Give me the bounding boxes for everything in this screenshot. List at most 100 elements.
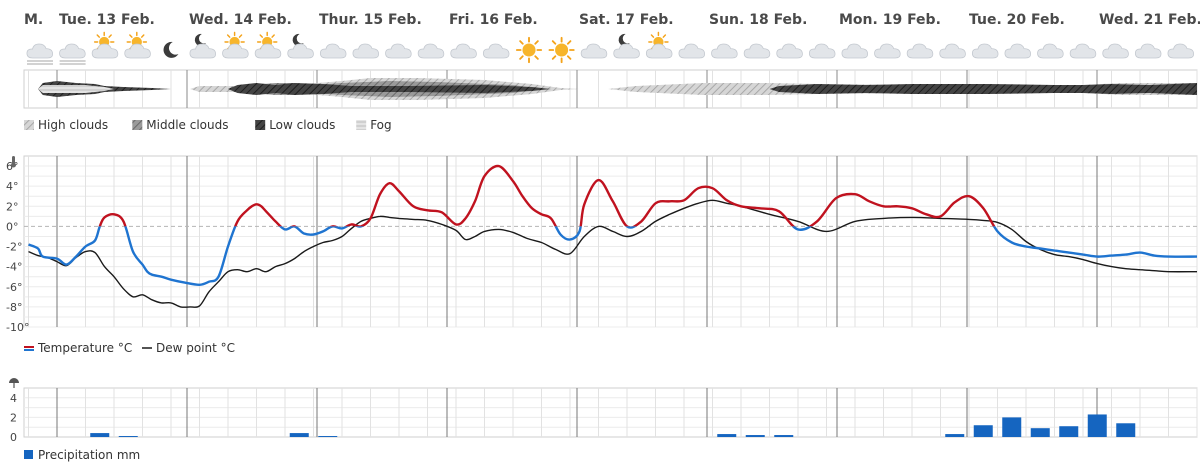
low-clouds-legend: Low clouds bbox=[255, 118, 335, 132]
moon-icon bbox=[163, 41, 179, 58]
precipitation-bar bbox=[90, 433, 110, 437]
precipitation-bar bbox=[118, 436, 138, 437]
partly-cloudy-day-icon bbox=[91, 31, 119, 59]
precipitation-bar bbox=[318, 436, 338, 437]
cloud-icon bbox=[939, 43, 966, 59]
temperature-legend: Temperature °C Dew point °C bbox=[24, 341, 235, 355]
umbrella-icon bbox=[9, 378, 19, 388]
sun-icon bbox=[515, 36, 543, 64]
cloud-cover-panel bbox=[23, 69, 1198, 109]
temperature-line-above-zero bbox=[98, 164, 996, 227]
dew-point-legend-item: Dew point °C bbox=[142, 341, 235, 355]
partly-cloudy-night-icon bbox=[287, 33, 314, 59]
cloud-icon bbox=[385, 43, 412, 59]
precipitation-bar bbox=[717, 434, 737, 437]
cloud-icon bbox=[482, 43, 510, 59]
cloud-icon bbox=[808, 43, 836, 59]
fog-band bbox=[38, 85, 114, 93]
day-label: Tue. 20 Feb. bbox=[969, 12, 1065, 28]
partly-cloudy-day-icon bbox=[645, 31, 673, 59]
y-tick-label: -6° bbox=[6, 281, 22, 294]
cloud-icon bbox=[1134, 43, 1162, 59]
cloud-icon bbox=[1167, 43, 1195, 59]
cloud-icon bbox=[678, 43, 706, 59]
low-clouds-band bbox=[228, 83, 551, 95]
precipitation-bar bbox=[774, 435, 794, 437]
cloud-icon bbox=[743, 43, 771, 59]
cloud-icon bbox=[1069, 43, 1097, 59]
partly-cloudy-day-icon bbox=[222, 31, 249, 59]
dew-point-line bbox=[28, 199, 1198, 308]
cloud-icon bbox=[352, 43, 380, 59]
svg-text:Low clouds: Low clouds bbox=[269, 118, 335, 132]
svg-text:Dew point °C: Dew point °C bbox=[156, 341, 235, 355]
y-tick-label: 2° bbox=[6, 200, 19, 213]
precipitation-panel: 4 2 0 bbox=[9, 378, 1198, 444]
cloud-icon bbox=[417, 43, 445, 59]
cloud-icon bbox=[580, 43, 608, 59]
cloud-icon bbox=[1102, 43, 1129, 59]
cloud-fog-icon bbox=[59, 43, 86, 65]
cloud-icon bbox=[1004, 43, 1032, 59]
day-label: Wed. 14 Feb. bbox=[189, 12, 292, 28]
day-label: Fri. 16 Feb. bbox=[449, 12, 538, 28]
temperature-line-below-zero bbox=[28, 226, 1198, 287]
y-tick-label: 0° bbox=[6, 220, 19, 233]
thermometer-icon bbox=[11, 156, 16, 168]
y-tick-label: -10° bbox=[6, 321, 29, 334]
temperature-legend-item: Temperature °C bbox=[24, 341, 132, 355]
temperature-panel-frame bbox=[23, 155, 1198, 328]
cloud-icon bbox=[711, 43, 738, 59]
cloud-icon bbox=[319, 43, 347, 59]
y-tick-label: -4° bbox=[6, 261, 22, 274]
svg-text:Temperature °C: Temperature °C bbox=[37, 341, 132, 355]
partly-cloudy-night-icon bbox=[613, 33, 640, 59]
cloud-icon bbox=[450, 43, 477, 59]
cloud-icon bbox=[906, 43, 934, 59]
partly-cloudy-night-icon bbox=[189, 33, 217, 59]
sun-icon bbox=[548, 36, 575, 64]
precipitation-legend-item: Precipitation mm bbox=[24, 448, 140, 462]
precipitation-bar bbox=[1030, 428, 1050, 437]
precipitation-bar bbox=[745, 435, 765, 437]
weather-icon-row: ************ bbox=[26, 31, 1195, 65]
precipitation-bar bbox=[289, 433, 309, 437]
cloud-fog-icon bbox=[26, 43, 54, 65]
day-label: Wed. 21 Feb. bbox=[1099, 12, 1200, 28]
day-label: Sun. 18 Feb. bbox=[709, 12, 807, 28]
fog-legend: Fog bbox=[356, 118, 392, 132]
day-header: M. Tue. 13 Feb. Wed. 14 Feb. Thur. 15 Feb. F… bbox=[24, 12, 1200, 28]
day-label: Tue. 13 Feb. bbox=[59, 12, 155, 28]
day-label: Mon. 19 Feb. bbox=[839, 12, 941, 28]
precipitation-bar bbox=[1002, 417, 1022, 437]
cloud-icon bbox=[1037, 43, 1064, 59]
cloud-icon bbox=[971, 43, 999, 59]
sun-cloud-icon bbox=[124, 31, 151, 59]
middle-clouds-legend: Middle clouds bbox=[132, 118, 229, 132]
y-tick-label: 2 bbox=[10, 411, 17, 424]
cloud-icon bbox=[874, 43, 901, 59]
low-clouds-band bbox=[769, 83, 1197, 95]
precipitation-bar bbox=[1116, 423, 1136, 437]
y-tick-label: 4° bbox=[6, 180, 19, 193]
y-tick-label: 0 bbox=[10, 431, 17, 444]
precipitation-bar bbox=[1087, 414, 1107, 437]
precipitation-panel-frame bbox=[23, 387, 1198, 438]
day-label: Sat. 17 Feb. bbox=[579, 12, 674, 28]
svg-text:Fog: Fog bbox=[370, 118, 391, 132]
svg-text:Middle clouds: Middle clouds bbox=[146, 118, 228, 132]
precipitation-bar bbox=[973, 425, 993, 437]
day-label: M. bbox=[24, 12, 43, 28]
svg-text:High clouds: High clouds bbox=[38, 118, 108, 132]
day-label: Thur. 15 Feb. bbox=[319, 12, 422, 28]
y-tick-label: -8° bbox=[6, 301, 22, 314]
svg-text:Precipitation mm: Precipitation mm bbox=[38, 448, 140, 462]
precipitation-bar bbox=[945, 434, 965, 437]
temperature-panel: 6°4°2°0°-2°-4°-6°-8°-10° bbox=[6, 155, 1198, 334]
cloud-legend: High clouds Middle clouds Low clouds Fog bbox=[24, 118, 392, 132]
partly-cloudy-day-icon bbox=[254, 31, 282, 59]
y-tick-label: -2° bbox=[6, 241, 22, 254]
precipitation-legend: Precipitation mm bbox=[24, 448, 140, 462]
y-tick-label: 4 bbox=[10, 392, 17, 405]
